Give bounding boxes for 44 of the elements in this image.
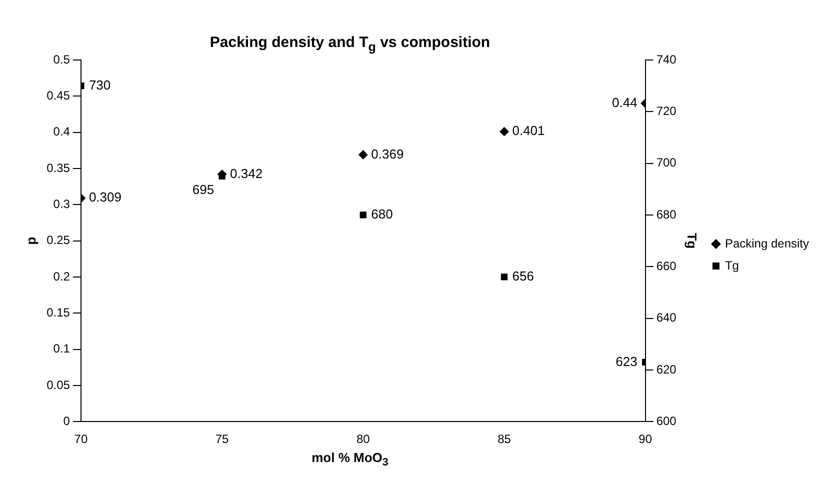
legend-label: Tg [724, 258, 739, 272]
data-label: 0.44 [612, 94, 638, 110]
x-tick-label: 70 [74, 432, 88, 446]
y2-tick-label: 620 [656, 362, 677, 376]
data-label: 656 [512, 268, 534, 284]
data-label: 623 [616, 354, 638, 369]
x-tick-label: 85 [498, 432, 512, 446]
data-label: 0.401 [512, 123, 545, 138]
chart-title: Packing density and T$_{g}$ vs composition [208, 34, 492, 54]
x-tick-label: 90 [638, 432, 652, 446]
y-tick-label: 0.45 [46, 88, 70, 102]
y2-axis-title: Tg [684, 232, 700, 249]
y2-tick-label: 600 [656, 414, 677, 428]
x-axis-title: mol % MoO$_{3}$ [310, 450, 390, 469]
y-tick-label: 0.2 [53, 269, 70, 284]
x-tick-label: 80 [356, 432, 370, 446]
y-tick-label: 0.25 [46, 233, 70, 248]
y-tick-label: 0.35 [46, 160, 70, 175]
point [500, 127, 509, 136]
y-tick-label: 0.1 [53, 342, 70, 356]
y2-tick-label: 700 [656, 156, 677, 170]
data-label: 695 [192, 182, 214, 197]
y-axis-title: p [23, 236, 38, 245]
point [500, 274, 508, 280]
data-label: 0.309 [88, 190, 122, 205]
y-tick-label: 0.05 [46, 378, 70, 392]
y-tick-label: 0.15 [46, 305, 70, 320]
data-label: 0.342 [230, 166, 263, 181]
data-label: 730 [88, 77, 111, 92]
point [358, 150, 368, 160]
data-label: 680 [371, 206, 393, 222]
y2-tick-label: 640 [656, 310, 677, 325]
legend-label: Packing density [724, 236, 809, 250]
y2-tick-label: 660 [656, 258, 677, 273]
data-label: 0.369 [371, 146, 404, 162]
y2-tick-label: 740 [656, 52, 677, 66]
y-tick-label: 0.3 [53, 196, 70, 211]
y-tick-label: 0 [63, 414, 70, 428]
x-tick-label: 75 [215, 432, 230, 446]
y2-tick-label: 680 [656, 207, 677, 222]
y-tick-label: 0.4 [53, 124, 70, 139]
y-tick-label: 0.5 [53, 52, 70, 66]
point [360, 212, 366, 218]
y2-tick-label: 720 [656, 104, 677, 118]
